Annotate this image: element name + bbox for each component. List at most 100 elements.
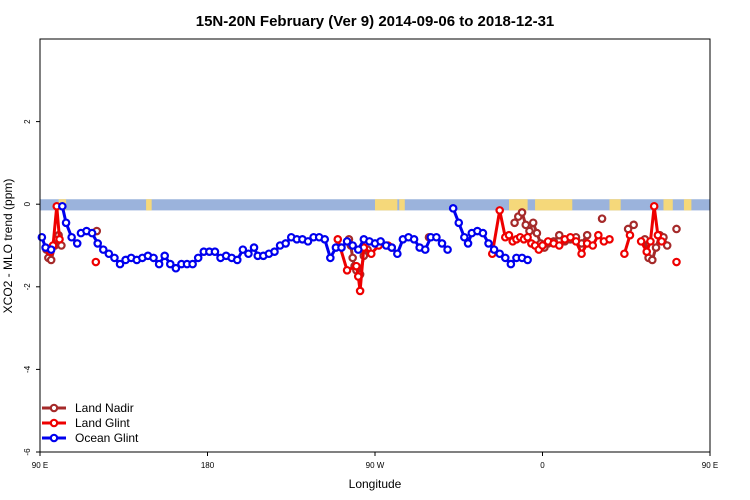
data-point (460, 232, 469, 242)
data-point (348, 241, 357, 250)
legend-item: Land Glint (42, 416, 130, 430)
data-point (597, 214, 607, 223)
data-point (571, 237, 581, 246)
land-segment (375, 199, 398, 211)
data-point (193, 253, 203, 263)
data-point (342, 265, 352, 275)
data-point (672, 224, 681, 234)
data-point (270, 247, 279, 256)
data-point (46, 255, 56, 265)
data-point (495, 249, 504, 259)
data-point (154, 259, 164, 269)
land-segment (399, 199, 405, 211)
data-point (303, 237, 313, 246)
data-point (93, 239, 102, 248)
chart-title: 15N-20N February (Ver 9) 2014-09-06 to 2… (196, 13, 555, 30)
axes: 90 E 180 90 W 0 90 E-6-4-202 (23, 119, 718, 470)
data-point (649, 201, 659, 211)
data-point (500, 253, 510, 263)
legend-item: Land Nadir (42, 401, 134, 415)
data-point (636, 237, 646, 246)
data-point (504, 230, 514, 240)
x-tick-label: 180 (201, 461, 215, 470)
legend-marker (49, 433, 59, 443)
data-point (523, 232, 532, 242)
data-point (249, 243, 259, 252)
data-point (420, 245, 430, 254)
data-point (620, 249, 629, 259)
series-layer (37, 201, 681, 296)
data-point (61, 218, 71, 228)
data-point (149, 253, 158, 263)
land-segment (509, 199, 528, 211)
data-point (528, 218, 538, 228)
data-point (160, 251, 169, 261)
data-point (651, 243, 661, 252)
data-point (448, 204, 458, 213)
data-point (657, 237, 666, 246)
x-tick-label: 90 E (32, 461, 48, 470)
series-ocean-glint (37, 201, 532, 273)
y-tick-label: 2 (23, 119, 32, 124)
data-point (566, 232, 575, 242)
data-point (437, 239, 447, 248)
data-point (115, 259, 125, 269)
legend-label: Land Glint (75, 416, 130, 430)
data-point (648, 255, 657, 265)
data-point (588, 241, 598, 250)
data-point (517, 208, 527, 217)
data-point (55, 235, 64, 244)
x-tick-label: 90 E (702, 461, 718, 470)
data-point (554, 230, 564, 240)
land-segment (535, 199, 573, 211)
data-point (87, 228, 97, 238)
data-point (443, 245, 452, 254)
x-axis-title: Longitude (349, 477, 402, 491)
land-segment (146, 199, 152, 211)
data-point (353, 245, 363, 254)
data-point (646, 237, 655, 246)
data-point (91, 257, 101, 267)
series-land-glint (45, 201, 681, 296)
data-point (188, 259, 197, 269)
data-point (625, 230, 635, 240)
land-ocean-band (40, 199, 710, 211)
y-axis-title: XCO2 - MLO trend (ppm) (1, 179, 15, 314)
data-point (506, 259, 516, 269)
data-point (281, 239, 290, 248)
data-point (478, 228, 488, 238)
data-point (432, 232, 441, 242)
data-point (495, 206, 504, 215)
x-tick-label: 90 W (366, 461, 385, 470)
data-point (554, 241, 564, 250)
data-point (110, 253, 119, 263)
data-point (58, 201, 67, 211)
data-point (521, 220, 531, 230)
data-point (98, 245, 108, 254)
data-point (662, 241, 672, 250)
y-tick-label: -2 (23, 283, 32, 291)
data-point (238, 245, 248, 254)
data-point (333, 235, 343, 244)
data-point (393, 249, 402, 259)
data-point (594, 230, 603, 240)
data-point (352, 261, 361, 271)
data-point (577, 249, 586, 259)
land-segment (609, 199, 621, 211)
y-tick-label: 0 (23, 201, 32, 206)
data-point (72, 239, 82, 248)
land-segment (663, 199, 673, 211)
data-point (353, 272, 363, 281)
legend-marker (49, 403, 59, 413)
data-point (232, 255, 242, 265)
data-point (355, 286, 365, 296)
data-point (348, 253, 357, 263)
data-point (582, 230, 592, 240)
data-point (244, 249, 253, 259)
data-point (376, 237, 385, 246)
data-point (463, 239, 473, 248)
data-point (409, 235, 419, 244)
data-point (171, 263, 181, 273)
